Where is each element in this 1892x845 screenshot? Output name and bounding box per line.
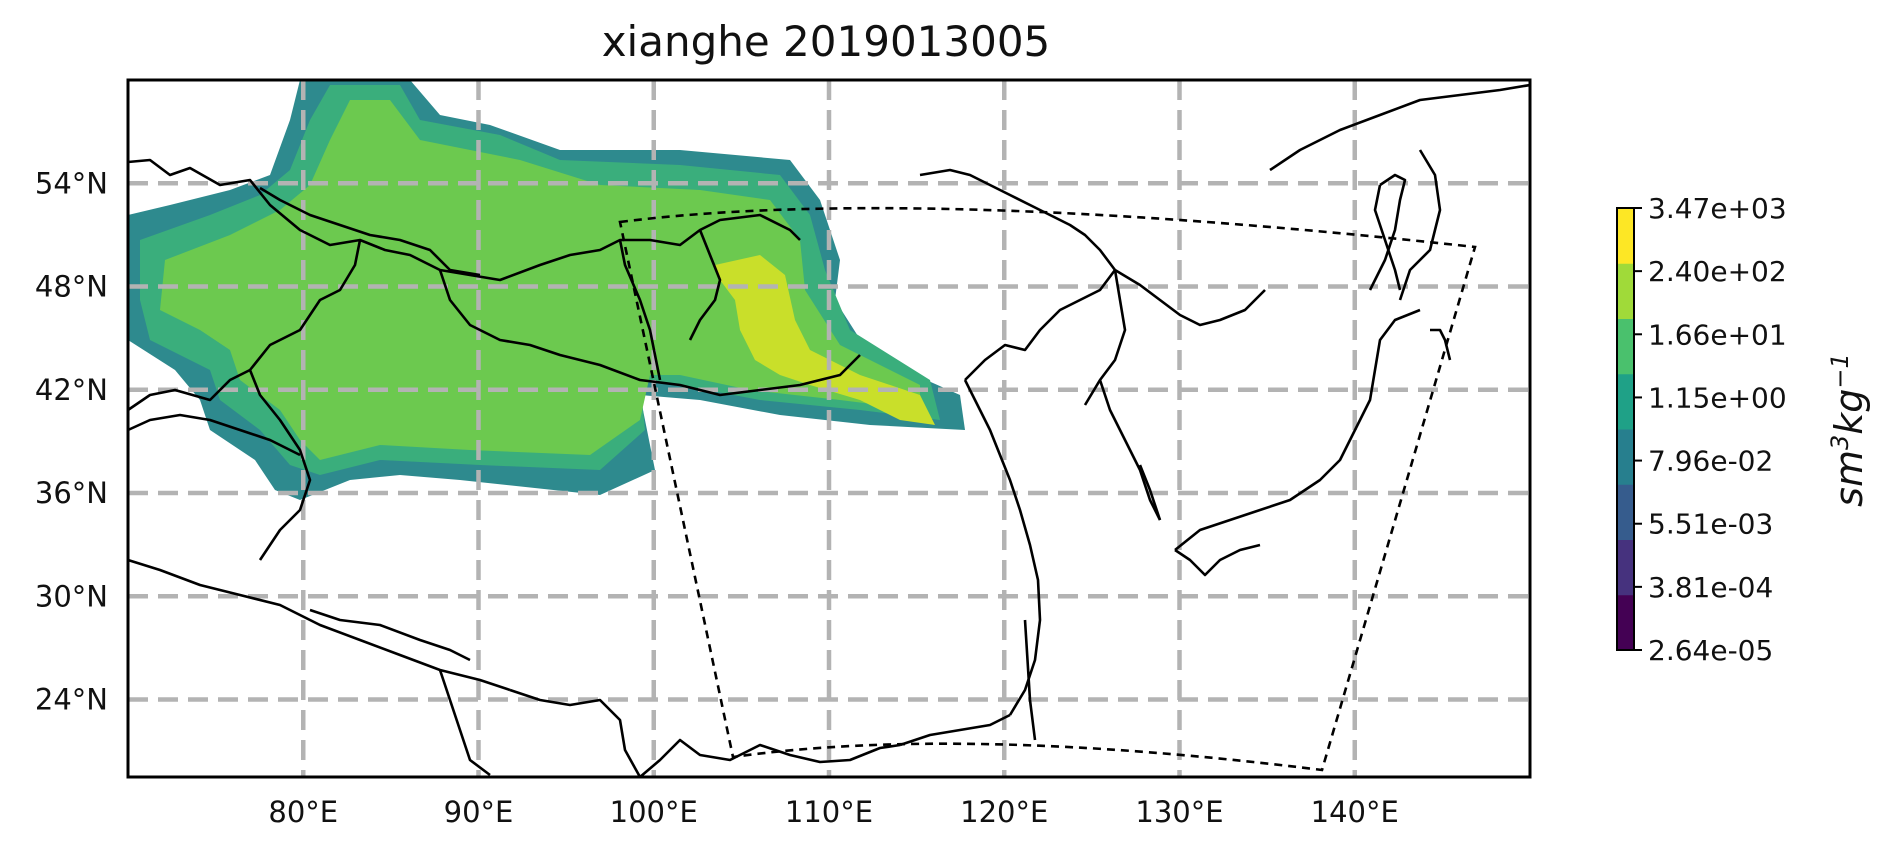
lon-label-3: 110°E (785, 795, 873, 829)
lat-label-4: 30°N (35, 579, 108, 613)
colorbar-swatch-5 (1617, 318, 1634, 375)
colorbar-tick-label-7: 2.64e-05 (1648, 634, 1773, 667)
colorbar-swatch-4 (1617, 373, 1634, 430)
colorbar-tick-label-6: 3.81e-04 (1648, 571, 1773, 604)
lat-label-1: 48°N (35, 270, 108, 304)
coastlines (128, 83, 1530, 777)
colorbar-tick-label-5: 5.51e-03 (1648, 508, 1773, 541)
lon-label-2: 100°E (610, 795, 698, 829)
lon-label-6: 140°E (1311, 795, 1399, 829)
colorbar-swatch-1 (1617, 539, 1634, 596)
colorbar-label: sm3kg−1 (1826, 353, 1871, 507)
lat-label-0: 54°N (35, 166, 108, 200)
colorbar-swatch-6 (1617, 263, 1634, 319)
lon-label-5: 130°E (1135, 795, 1223, 829)
colorbar-tick-label-2: 1.66e+01 (1648, 318, 1787, 351)
lon-label-1: 90°E (444, 795, 514, 829)
model-domain (618, 206, 1477, 772)
colorbar-swatch-2 (1617, 484, 1634, 540)
colorbar-swatch-0 (1617, 594, 1634, 651)
colorbar-tick-label-4: 7.96e-02 (1648, 445, 1773, 478)
lon-label-0: 80°E (268, 795, 338, 829)
map-title: xianghe 2019013005 (602, 17, 1051, 66)
footprint-peak (715, 255, 935, 425)
lat-label-3: 36°N (35, 476, 108, 510)
colorbar-tick-label-0: 3.47e+03 (1648, 192, 1787, 225)
colorbar-tick-label-1: 2.40e+02 (1648, 255, 1787, 288)
map-area (128, 80, 1530, 777)
lat-label-5: 24°N (35, 683, 108, 717)
colorbar-swatch-3 (1617, 429, 1634, 485)
colorbar-frame (1616, 207, 1635, 651)
colorbar-swatch-7 (1617, 208, 1634, 264)
colorbar-tick-label-3: 1.15e+00 (1648, 381, 1787, 414)
longitude-labels: 80°E 90°E 100°E 110°E 120°E 130°E 140°E (268, 795, 1398, 829)
colorbar: 3.47e+03 2.40e+02 1.66e+01 1.15e+00 7.96e-02… (1616, 192, 1871, 667)
footprint-inner (160, 100, 920, 460)
lat-label-2: 42°N (35, 373, 108, 407)
lon-label-4: 120°E (960, 795, 1048, 829)
map-frame (126, 78, 1532, 779)
latitude-labels: 54°N 48°N 42°N 36°N 30°N 24°N (35, 166, 108, 716)
